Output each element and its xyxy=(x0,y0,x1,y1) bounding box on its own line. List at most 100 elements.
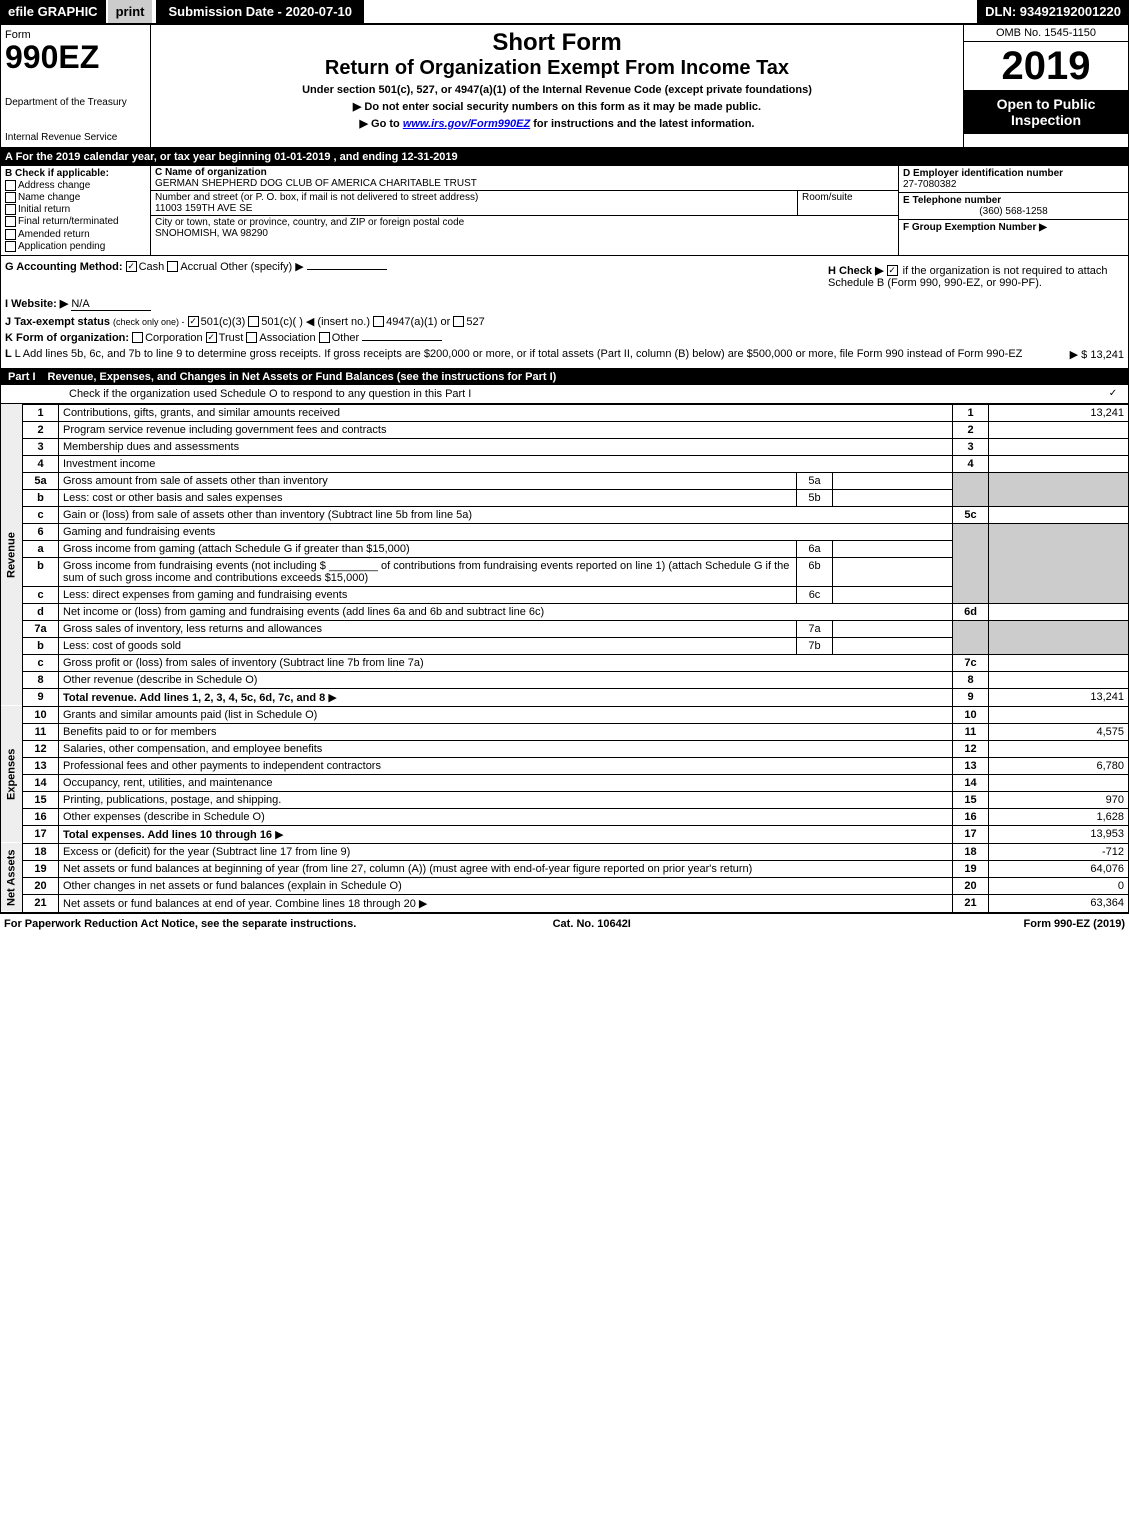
header-left: Form 990EZ Department of the Treasury In… xyxy=(1,25,151,147)
line-7a: 7a Gross sales of inventory, less return… xyxy=(1,620,1129,637)
l6-num: 6 xyxy=(23,523,59,540)
l9-amount: 13,241 xyxy=(989,688,1129,706)
l5a-val xyxy=(833,472,953,489)
l17-amount: 13,953 xyxy=(989,825,1129,843)
l6c-num: c xyxy=(23,586,59,603)
l19-amount: 64,076 xyxy=(989,860,1129,877)
chk-trust[interactable] xyxy=(206,332,217,343)
l21-line: 21 xyxy=(953,894,989,912)
l13-desc: Professional fees and other payments to … xyxy=(63,760,381,772)
chk-cash[interactable] xyxy=(126,261,137,272)
l12-amount xyxy=(989,740,1129,757)
l11-num: 11 xyxy=(23,723,59,740)
l7-shade xyxy=(953,620,989,654)
l11-amount: 4,575 xyxy=(989,723,1129,740)
row-street: Number and street (or P. O. box, if mail… xyxy=(151,191,898,216)
page-footer: For Paperwork Reduction Act Notice, see … xyxy=(0,913,1129,934)
tax-year: 2019 xyxy=(964,42,1128,90)
header-center: Short Form Return of Organization Exempt… xyxy=(151,25,963,147)
l13-amount: 6,780 xyxy=(989,757,1129,774)
section-def: D Employer identification number 27-7080… xyxy=(898,166,1128,255)
l3-num: 3 xyxy=(23,438,59,455)
city-label: City or town, state or province, country… xyxy=(155,217,894,228)
row-org-name: C Name of organization GERMAN SHEPHERD D… xyxy=(151,166,898,191)
l6b-desc: Gross income from fundraising events (no… xyxy=(63,560,789,584)
chk-amended-return[interactable]: Amended return xyxy=(5,229,146,240)
ssn-note: ▶ Do not enter social security numbers o… xyxy=(155,100,959,113)
e-cell: E Telephone number (360) 568-1258 xyxy=(899,193,1128,220)
k-label: K Form of organization: xyxy=(5,332,129,344)
l7-shade-amt xyxy=(989,620,1129,654)
l6b-val xyxy=(833,557,953,586)
line-6: 6 Gaming and fundraising events xyxy=(1,523,1129,540)
line-6d: d Net income or (loss) from gaming and f… xyxy=(1,603,1129,620)
chk-527[interactable] xyxy=(453,316,464,327)
l8-desc: Other revenue (describe in Schedule O) xyxy=(63,674,257,686)
l11-line: 11 xyxy=(953,723,989,740)
k-other-blank xyxy=(362,340,442,341)
k-row: K Form of organization: Corporation Trus… xyxy=(5,332,1124,344)
l6c-desc: Less: direct expenses from gaming and fu… xyxy=(63,589,347,601)
i-label: I Website: ▶ xyxy=(5,298,68,310)
l19-desc: Net assets or fund balances at beginning… xyxy=(63,863,752,875)
line-11: 11 Benefits paid to or for members 11 4,… xyxy=(1,723,1129,740)
line-5c: c Gain or (loss) from sale of assets oth… xyxy=(1,506,1129,523)
l8-amount xyxy=(989,671,1129,688)
l17-desc: Total expenses. Add lines 10 through 16 xyxy=(63,829,272,841)
city-value: SNOHOMISH, WA 98290 xyxy=(155,228,894,239)
chk-name-change[interactable]: Name change xyxy=(5,192,146,203)
l5-shade-amt xyxy=(989,472,1129,506)
part1-checkbox[interactable]: ✓ xyxy=(1106,387,1120,401)
g-other: Other (specify) ▶ xyxy=(220,261,304,273)
chk-application-pending[interactable]: Application pending xyxy=(5,241,146,252)
l14-line: 14 xyxy=(953,774,989,791)
chk-accrual[interactable] xyxy=(167,261,178,272)
l2-desc: Program service revenue including govern… xyxy=(63,424,386,436)
chk-h[interactable] xyxy=(887,265,898,276)
l20-line: 20 xyxy=(953,877,989,894)
l3-desc: Membership dues and assessments xyxy=(63,441,239,453)
chk-501c[interactable] xyxy=(248,316,259,327)
l6b-sub: 6b xyxy=(797,557,833,586)
section-b-checkboxes: B Check if applicable: Address change Na… xyxy=(1,166,151,255)
chk-4947[interactable] xyxy=(373,316,384,327)
l10-desc: Grants and similar amounts paid (list in… xyxy=(63,709,317,721)
phone-value: (360) 568-1258 xyxy=(903,206,1124,217)
row-g-h: G Accounting Method: Cash Accrual Other … xyxy=(5,260,1124,293)
l6b-num: b xyxy=(23,557,59,586)
l19-line: 19 xyxy=(953,860,989,877)
l5b-val xyxy=(833,489,953,506)
chk-final-return[interactable]: Final return/terminated xyxy=(5,216,146,227)
l1-line: 1 xyxy=(953,404,989,421)
submission-date: Submission Date - 2020-07-10 xyxy=(156,0,364,23)
l6a-sub: 6a xyxy=(797,540,833,557)
form-header: Form 990EZ Department of the Treasury In… xyxy=(0,24,1129,148)
footer-center: Cat. No. 10642I xyxy=(553,918,631,930)
vert-net-assets: Net Assets xyxy=(1,843,23,912)
vert-expenses: Expenses xyxy=(1,706,23,843)
j-501c3: 501(c)(3) xyxy=(201,316,246,328)
l6a-val xyxy=(833,540,953,557)
line-21: 21 Net assets or fund balances at end of… xyxy=(1,894,1129,912)
l7b-sub: 7b xyxy=(797,637,833,654)
l13-num: 13 xyxy=(23,757,59,774)
chk-501c3[interactable] xyxy=(188,316,199,327)
website-value: N/A xyxy=(71,298,151,311)
l21-desc: Net assets or fund balances at end of ye… xyxy=(63,898,416,910)
irs-label: Internal Revenue Service xyxy=(5,132,146,143)
open-to-public: Open to Public Inspection xyxy=(964,90,1128,134)
chk-assoc[interactable] xyxy=(246,332,257,343)
irs-link[interactable]: www.irs.gov/Form990EZ xyxy=(403,118,530,130)
l15-num: 15 xyxy=(23,791,59,808)
l19-num: 19 xyxy=(23,860,59,877)
chk-initial-return[interactable]: Initial return xyxy=(5,204,146,215)
l5c-num: c xyxy=(23,506,59,523)
l7c-num: c xyxy=(23,654,59,671)
link-prefix: ▶ Go to xyxy=(360,118,403,130)
form-number: 990EZ xyxy=(5,41,146,73)
chk-corp[interactable] xyxy=(132,332,143,343)
chk-other[interactable] xyxy=(319,332,330,343)
print-button[interactable]: print xyxy=(108,0,153,23)
line-2: 2 Program service revenue including gove… xyxy=(1,421,1129,438)
chk-address-change[interactable]: Address change xyxy=(5,180,146,191)
